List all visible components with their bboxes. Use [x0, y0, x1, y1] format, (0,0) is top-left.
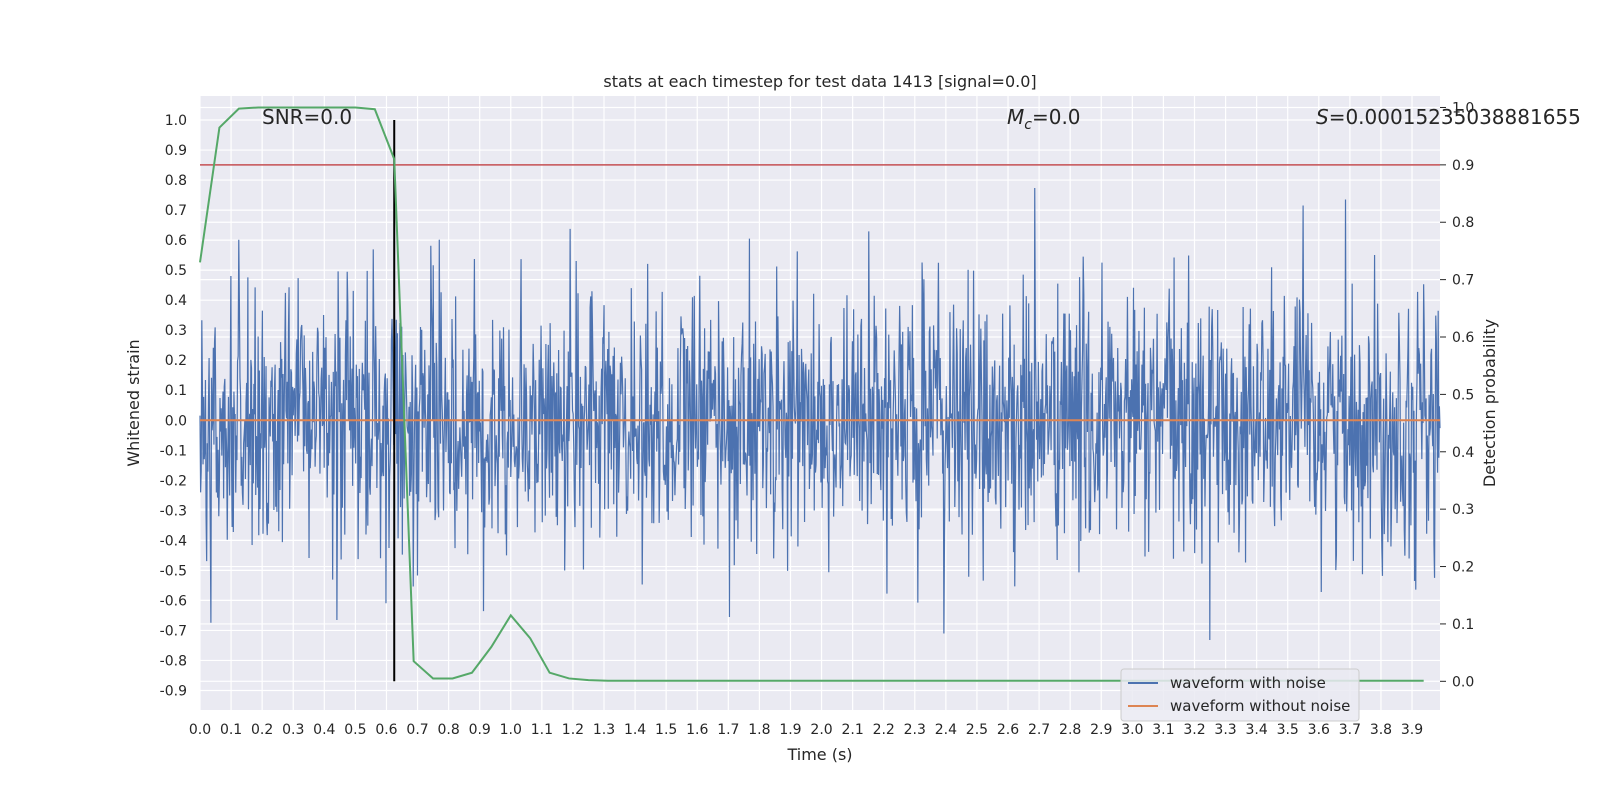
waveform-with-noise-line	[199, 188, 1441, 640]
y-tick-label: 0.7	[165, 203, 187, 219]
x-tick-label: 1.5	[655, 722, 677, 738]
y-tick-label: 0.3	[165, 323, 187, 339]
y-tick-label: 0.4	[165, 293, 187, 309]
y-tick-label: -0.6	[160, 593, 187, 609]
s-annotation: S=0.00015235038881655	[1316, 105, 1581, 129]
x-tick-label: 2.6	[997, 722, 1019, 738]
x-tick-label: 0.3	[282, 722, 304, 738]
x-tick-label: 2.1	[841, 722, 863, 738]
mc-symbol: M	[1007, 105, 1024, 129]
x-tick-label: 0.4	[313, 722, 335, 738]
x-tick-label: 3.7	[1339, 722, 1361, 738]
mc-subscript: c	[1024, 117, 1032, 133]
x-tick-label: 0.6	[375, 722, 397, 738]
x-tick-label: 3.4	[1246, 722, 1268, 738]
y-tick-label: 0.9	[165, 143, 187, 159]
x-tick-label: 0.0	[189, 722, 211, 738]
y2-tick-labels: 1.0 0.9 0.8 0.7 0.6 0.5 0.4 0.3 0.2 0.1 0.0	[1440, 100, 1474, 690]
y2-tick-label: 0.0	[1452, 674, 1474, 690]
x-tick-label: 2.0	[810, 722, 832, 738]
legend: waveform with noise waveform without noi…	[1120, 668, 1360, 722]
x-tick-label: 2.7	[1028, 722, 1050, 738]
x-tick-label: 2.3	[904, 722, 926, 738]
x-tick-label: 1.6	[686, 722, 708, 738]
x-tick-label: 3.2	[1183, 722, 1205, 738]
y2-tick-label: 0.9	[1452, 158, 1474, 174]
y-tick-label: 0.1	[165, 383, 187, 399]
x-tick-label: 1.2	[562, 722, 584, 738]
x-tick-label: 3.8	[1370, 722, 1392, 738]
legend-box	[1120, 668, 1360, 722]
y2-axis-title: Detection probability	[1480, 319, 1499, 487]
y-tick-label: 0.8	[165, 173, 187, 189]
y-tick-label: 0.5	[165, 263, 187, 279]
x-tick-label: 0.7	[406, 722, 428, 738]
y2-tick-label: 0.8	[1452, 215, 1474, 231]
x-axis-title: Time (s)	[786, 745, 852, 764]
s-value: =0.00015235038881655	[1329, 105, 1581, 129]
y2-tick-label: 0.7	[1452, 273, 1474, 289]
y-tick-label: 1.0	[165, 113, 187, 129]
mc-value: =0.0	[1032, 105, 1081, 129]
plot-area	[199, 106, 1441, 682]
y-tick-label: 0.2	[165, 353, 187, 369]
x-tick-label: 0.8	[437, 722, 459, 738]
y-tick-label: -0.2	[160, 473, 187, 489]
y-tick-label: -0.9	[160, 683, 187, 699]
x-tick-label: 3.5	[1277, 722, 1299, 738]
y-tick-label: -0.3	[160, 503, 187, 519]
x-tick-labels: 0.0 0.1 0.2 0.3 0.4 0.5 0.6 0.7 0.8 0.9 1.0 1.1 1.2 1…	[189, 722, 1423, 738]
y2-tick-label: 1.0	[1452, 100, 1474, 116]
legend-label-without-noise: waveform without noise	[1170, 697, 1350, 715]
x-tick-label: 3.0	[1121, 722, 1143, 738]
x-tick-label: 1.4	[624, 722, 646, 738]
x-tick-label: 0.9	[469, 722, 491, 738]
y2-tick-label: 0.4	[1452, 445, 1474, 461]
x-tick-label: 3.1	[1152, 722, 1174, 738]
y2-tick-label: 0.5	[1452, 387, 1474, 403]
x-tick-label: 0.1	[220, 722, 242, 738]
x-tick-label: 2.8	[1059, 722, 1081, 738]
x-tick-label: 3.6	[1308, 722, 1330, 738]
y-tick-label: -0.7	[160, 623, 187, 639]
chart-title: stats at each timestep for test data 141…	[603, 72, 1036, 91]
y-tick-labels: 1.0 0.9 0.8 0.7 0.6 0.5 0.4 0.3 0.2 0.1 0.0 -0.1 -0.…	[160, 113, 187, 699]
x-tick-label: 1.7	[717, 722, 739, 738]
y-axis-title: Whitened strain	[124, 339, 143, 466]
y-tick-label: 0.6	[165, 233, 187, 249]
x-tick-label: 0.5	[344, 722, 366, 738]
y2-tick-label: 0.6	[1452, 330, 1474, 346]
y-tick-label: -0.1	[160, 443, 187, 459]
x-tick-label: 2.9	[1090, 722, 1112, 738]
x-tick-label: 0.2	[251, 722, 273, 738]
detection-probability-line	[199, 106, 1424, 682]
y2-tick-label: 0.2	[1452, 560, 1474, 576]
x-tick-label: 1.3	[593, 722, 615, 738]
x-tick-label: 2.5	[966, 722, 988, 738]
x-tick-label: 1.9	[779, 722, 801, 738]
y-tick-label: -0.8	[160, 653, 187, 669]
x-tick-label: 2.4	[935, 722, 957, 738]
x-tick-label: 3.3	[1214, 722, 1236, 738]
y2-tick-label: 0.3	[1452, 502, 1474, 518]
x-tick-label: 3.9	[1401, 722, 1423, 738]
x-tick-label: 1.0	[500, 722, 522, 738]
x-tick-label: 2.2	[873, 722, 895, 738]
legend-label-with-noise: waveform with noise	[1170, 674, 1326, 692]
x-tick-label: 1.1	[531, 722, 553, 738]
y-tick-label: -0.5	[160, 563, 187, 579]
mc-annotation: Mc=0.0	[1007, 105, 1081, 133]
snr-annotation: SNR=0.0	[262, 105, 352, 129]
y2-tick-label: 0.1	[1452, 617, 1474, 633]
y-tick-label: -0.4	[160, 533, 187, 549]
s-symbol: S	[1316, 105, 1329, 129]
y-tick-label: 0.0	[165, 413, 187, 429]
x-tick-label: 1.8	[748, 722, 770, 738]
